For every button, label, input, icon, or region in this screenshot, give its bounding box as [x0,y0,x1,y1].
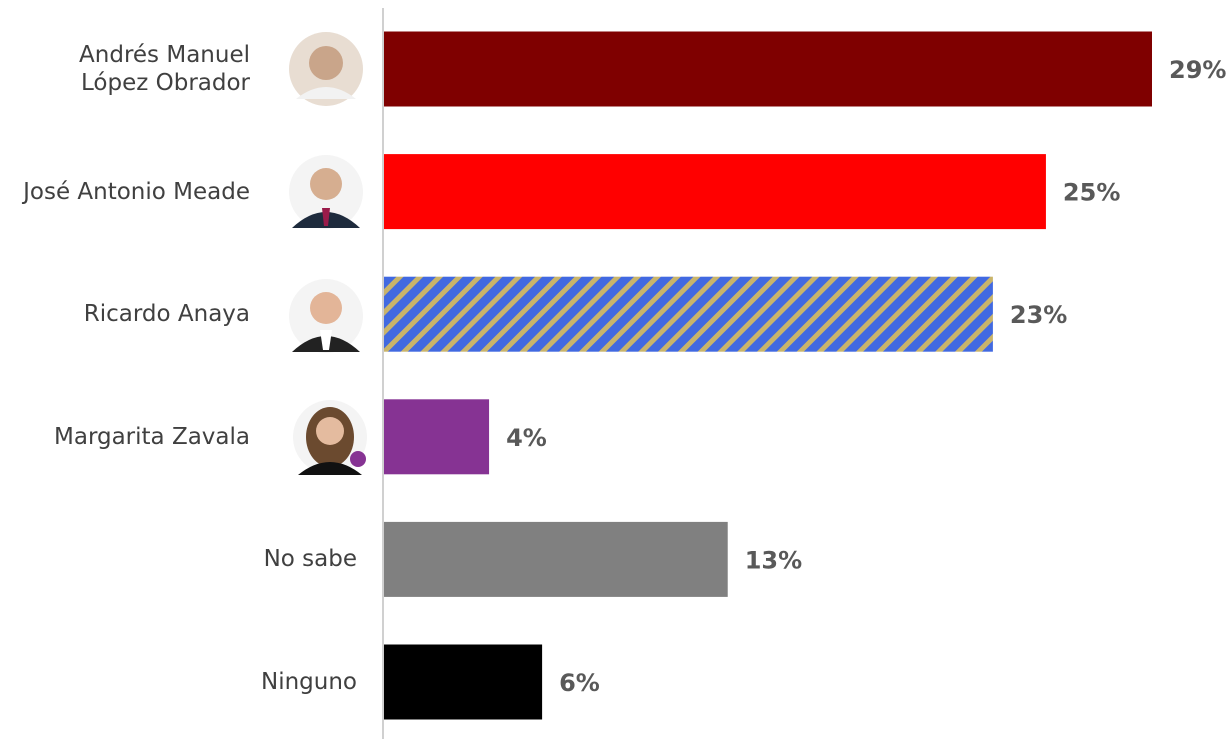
candidate-photo [289,32,363,106]
bar [384,31,1152,107]
category-label: Andrés Manuel López Obrador [79,42,250,96]
category-label: Ricardo Anaya [83,301,250,328]
value-label: 4% [506,424,547,452]
value-label: 23% [1010,301,1067,329]
category-label: José Antonio Meade [23,178,250,205]
bar [384,154,1046,230]
value-label: 29% [1169,56,1226,84]
category-label: Ninguno [261,669,357,695]
bar [384,276,993,352]
category-label: No sabe [263,546,357,573]
value-label: 6% [559,669,600,697]
value-label: 13% [745,546,802,574]
value-label: 25% [1063,179,1120,207]
bar [384,644,543,720]
category-label: Margarita Zavala [54,423,250,450]
candidate-photo [289,155,363,229]
bar [384,399,490,475]
candidate-photo [289,279,363,353]
bar [384,521,728,597]
candidate-photo [293,400,367,475]
